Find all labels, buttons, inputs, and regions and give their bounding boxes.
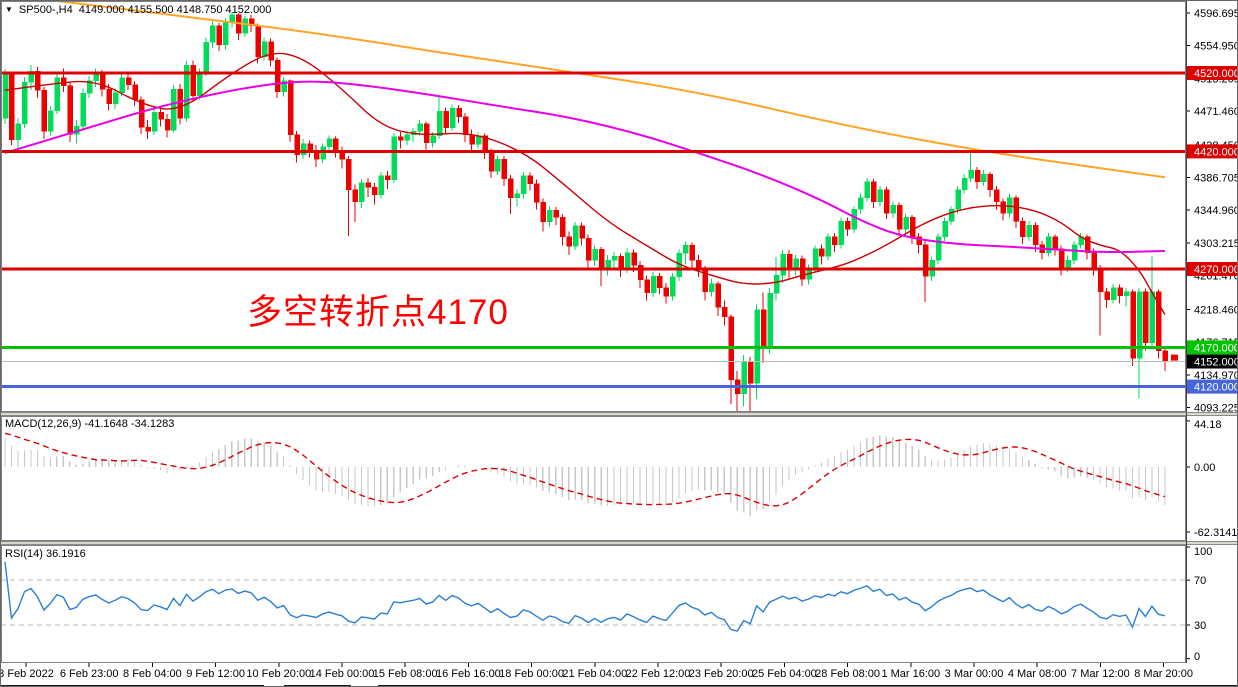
time-axis-label: 8 Mar 20:00 — [1134, 668, 1193, 680]
symbol-header: ▼ SP500-,H4 4149.000 4155.500 4148.750 4… — [5, 4, 271, 16]
rsi-indicator-label: RSI(14) 36.1916 — [5, 548, 86, 560]
rsi-line — [4, 561, 1166, 632]
macd-axis-label: 44.18 — [1194, 419, 1222, 431]
svg-text:4420.000: 4420.000 — [1194, 146, 1238, 158]
price-axis: 4596.6954554.9504513.2054471.4604428.450… — [1186, 8, 1238, 663]
time-axis-label: 4 Mar 08:00 — [1008, 668, 1067, 680]
symbol-period-label: SP500-,H4 — [18, 4, 73, 16]
current-price-marker-icon — [1170, 354, 1178, 361]
svg-text:4152.000: 4152.000 — [1194, 357, 1238, 369]
time-axis-label: 7 Mar 12:00 — [1071, 668, 1130, 680]
price-badge-4152.000: 4152.000 — [1187, 354, 1238, 369]
time-axis-label: 22 Feb 12:00 — [626, 668, 691, 680]
svg-text:4270.000: 4270.000 — [1194, 264, 1238, 276]
ohlc-readout: 4149.000 4155.500 4148.750 4152.000 — [78, 4, 272, 16]
price-badge-4520.000: 4520.000 — [1187, 66, 1238, 80]
price-badge-4420.000: 4420.000 — [1187, 144, 1238, 159]
price-axis-label: 4303.215 — [1194, 238, 1238, 250]
ma-mid-magenta — [4, 80, 1165, 254]
time-axis-label: 1 Mar 16:00 — [881, 668, 940, 680]
time-axis-label: 21 Feb 04:00 — [562, 668, 627, 680]
svg-text:4170.000: 4170.000 — [1194, 342, 1238, 354]
time-axis-label: 8 Feb 04:00 — [123, 668, 182, 680]
time-axis-label: 16 Feb 16:00 — [436, 668, 501, 680]
time-axis-label: 23 Feb 20:00 — [689, 668, 754, 680]
svg-text:4520.000: 4520.000 — [1194, 68, 1238, 80]
rsi-axis-label: 30 — [1194, 620, 1206, 632]
rsi-axis-label: 0 — [1194, 651, 1200, 663]
time-axis-label: 15 Feb 08:00 — [373, 668, 438, 680]
price-panel[interactable] — [1, 1, 1186, 414]
rsi-panel[interactable] — [1, 561, 1186, 632]
time-axis-label: 14 Feb 00:00 — [310, 668, 375, 680]
price-axis-label: 4386.705 — [1194, 173, 1238, 185]
price-axis-label: 4344.960 — [1194, 205, 1238, 217]
price-axis-label: 4596.695 — [1194, 8, 1238, 20]
rsi-axis-label: 70 — [1194, 575, 1206, 587]
price-badge-4120.000: 4120.000 — [1187, 379, 1238, 394]
svg-text:4120.000: 4120.000 — [1194, 382, 1238, 394]
price-axis-label: 4471.460 — [1194, 106, 1238, 118]
time-axis-label: 6 Feb 23:00 — [60, 668, 119, 680]
time-axis-label: 3 Feb 2022 — [1, 668, 54, 680]
time-axis-label: 18 Feb 00:00 — [499, 668, 564, 680]
time-axis-label: 3 Mar 00:00 — [945, 668, 1004, 680]
chart-annotation-text: 多空转折点4170 — [247, 293, 509, 332]
price-axis-label: 4218.460 — [1194, 304, 1238, 316]
price-badge-4170.000: 4170.000 — [1187, 340, 1238, 355]
chevron-down-icon[interactable]: ▼ — [5, 5, 13, 14]
rsi-axis-label: 100 — [1194, 546, 1212, 558]
time-axis: 3 Feb 2022 6 Feb 23:00 8 Feb 04:00 9 Feb 12… — [1, 541, 1193, 680]
ma-fast-red — [4, 52, 1166, 315]
horizontal-scrollbar[interactable] — [1, 685, 1238, 687]
macd-panel[interactable] — [4, 432, 1166, 516]
panel-separator[interactable] — [1, 541, 1238, 545]
time-axis-label: 28 Feb 08:00 — [815, 668, 880, 680]
time-axis-label: 25 Feb 04:00 — [752, 668, 817, 680]
panel-separator[interactable] — [1, 412, 1238, 416]
price-axis-label: 4134.970 — [1194, 370, 1238, 382]
time-axis-label: 10 Feb 20:00 — [246, 668, 311, 680]
macd-indicator-label: MACD(12,26,9) -41.1648 -34.1283 — [5, 418, 175, 430]
price-axis-label: 4554.950 — [1194, 41, 1238, 53]
price-badge-4270.000: 4270.000 — [1187, 262, 1238, 277]
macd-axis-label: 0.00 — [1194, 462, 1215, 474]
price-axis-label: 4093.225 — [1194, 403, 1238, 415]
time-axis-label: 9 Feb 12:00 — [186, 668, 245, 680]
macd-axis-label: -62.3141 — [1194, 527, 1237, 539]
